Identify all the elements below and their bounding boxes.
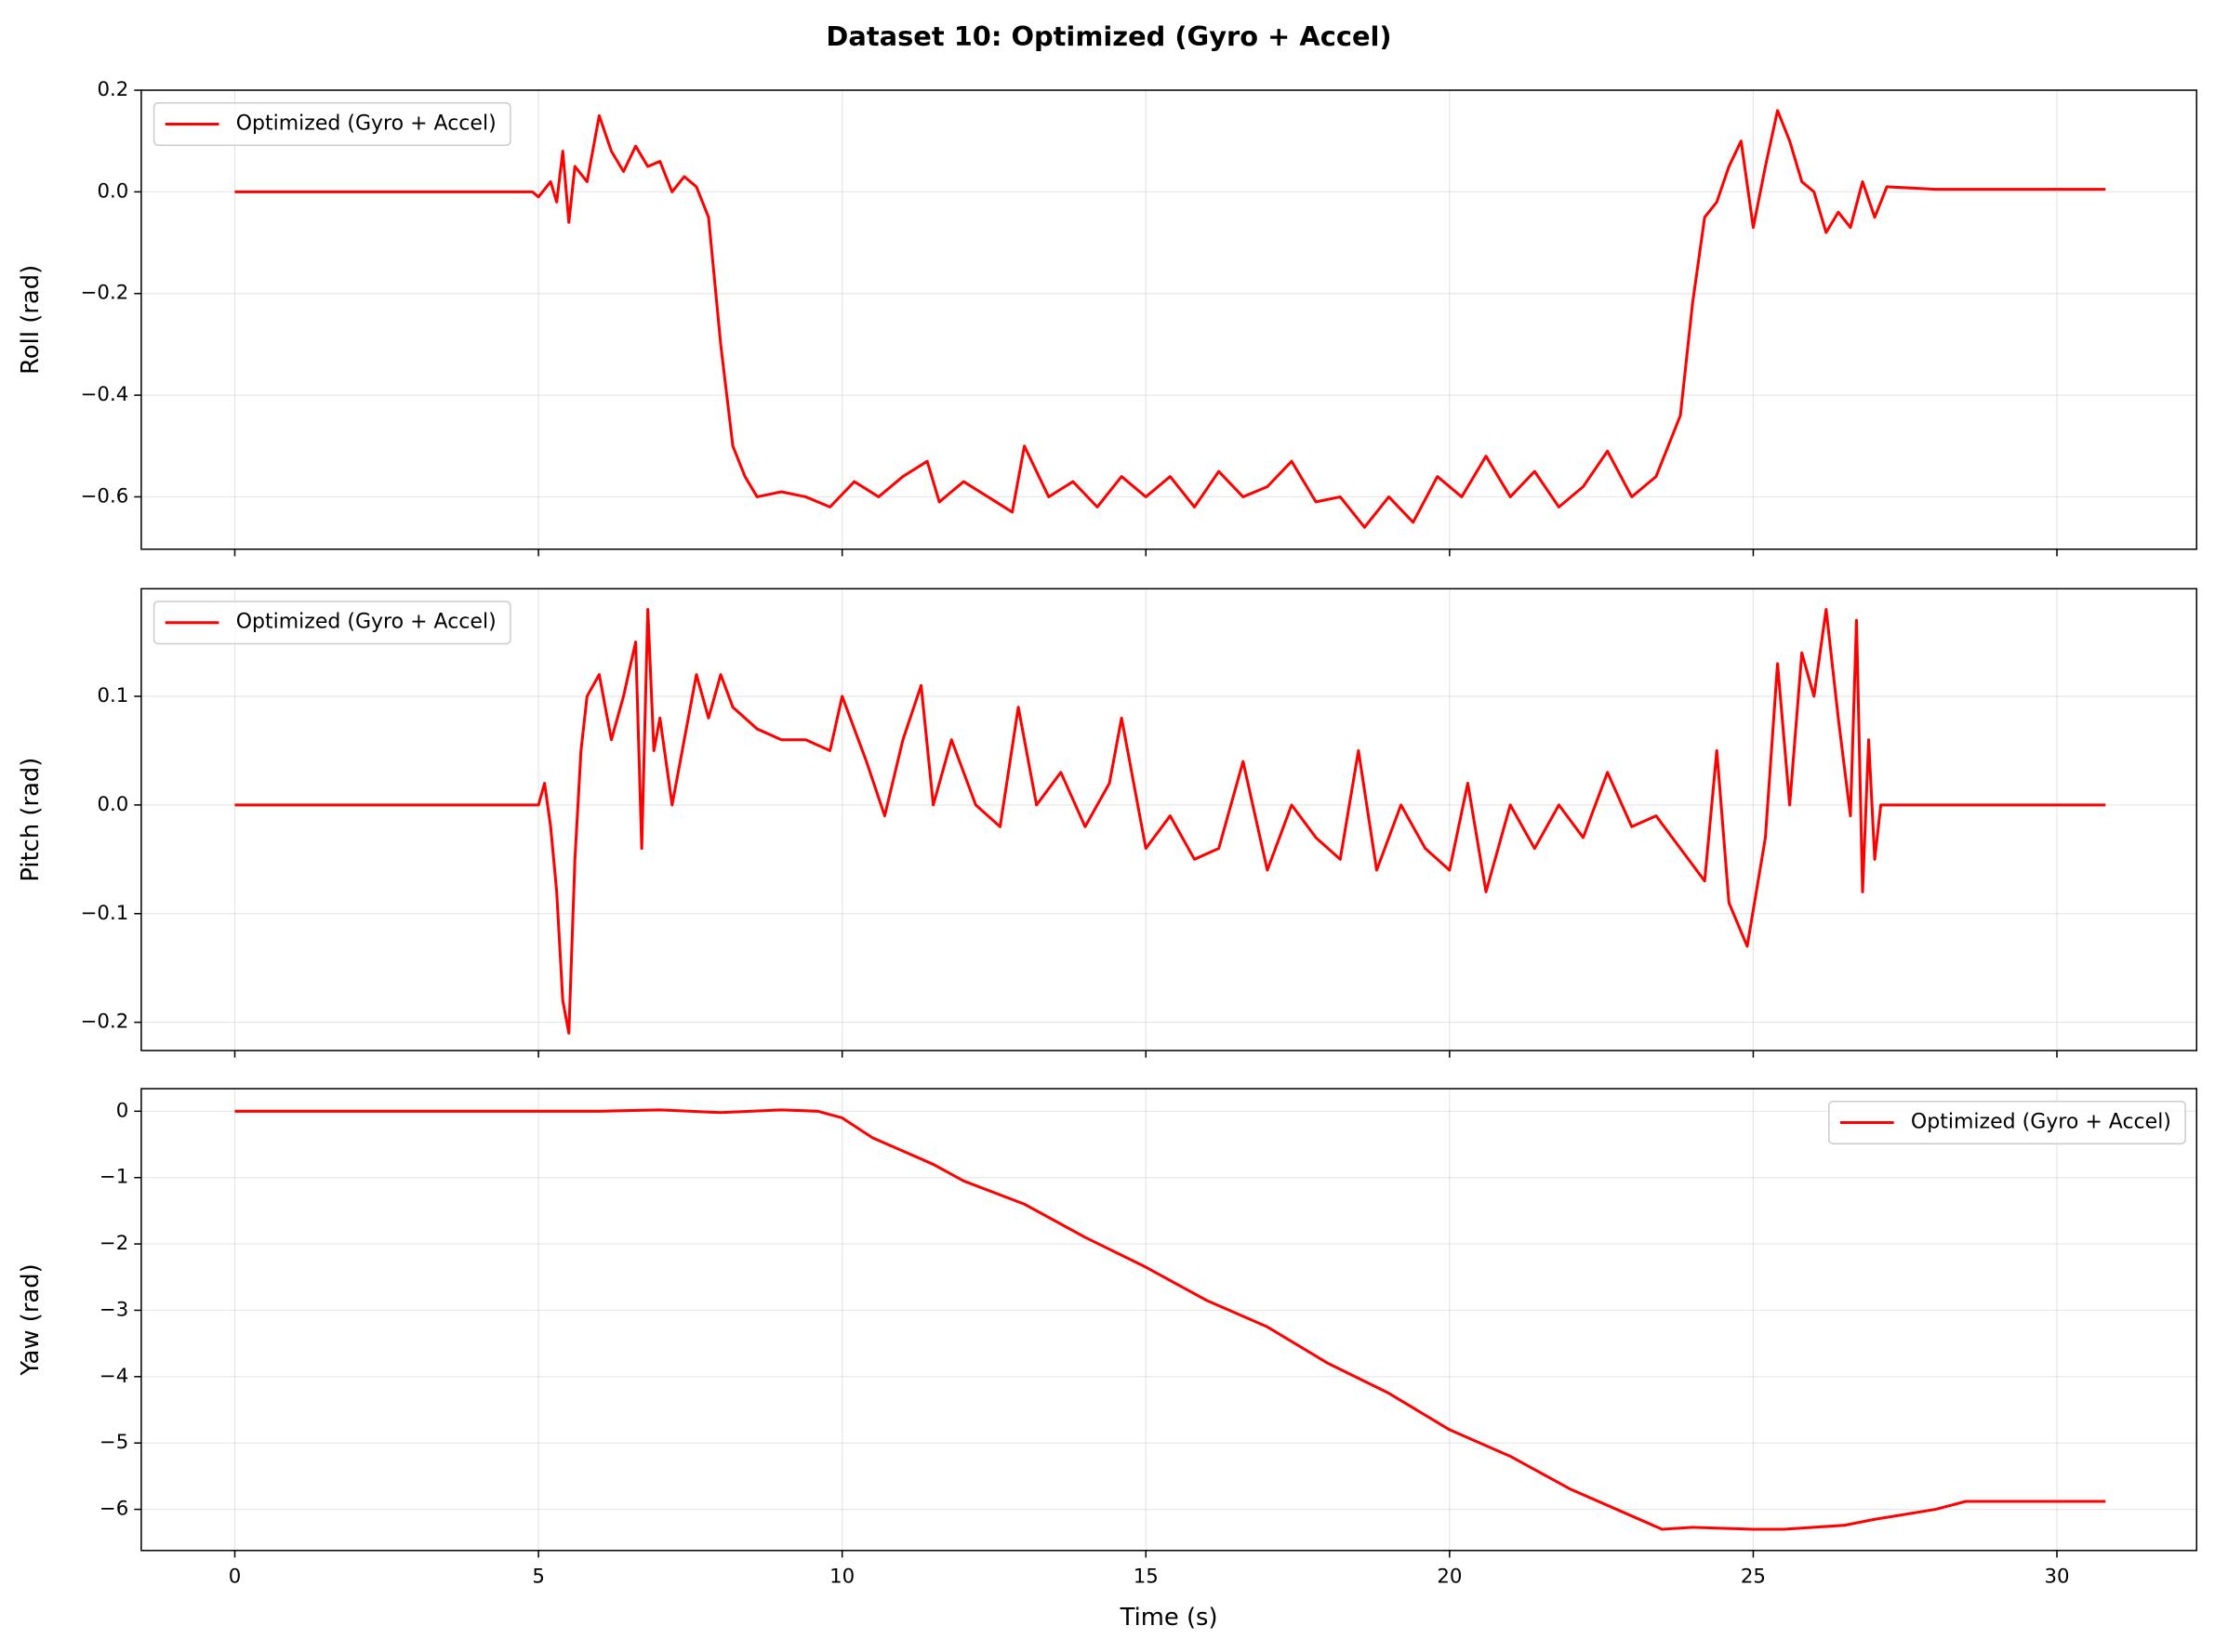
legend: Optimized (Gyro + Accel) xyxy=(153,601,511,645)
x-tick-label: 25 xyxy=(1741,1566,1766,1589)
data-line xyxy=(234,109,2106,529)
legend-box xyxy=(153,601,511,645)
x-tick-label: 30 xyxy=(2044,1566,2069,1589)
y-axis-label: Yaw (rad) xyxy=(17,1263,45,1376)
plot-area xyxy=(234,1108,2106,1531)
y-tick-label: 0.0 xyxy=(97,793,128,816)
y-tick-label: −3 xyxy=(99,1298,128,1321)
data-line xyxy=(234,1108,2106,1531)
plot-area xyxy=(234,109,2106,529)
y-tick-label: 0.2 xyxy=(97,78,128,101)
y-tick-label: −4 xyxy=(99,1365,128,1388)
y-tick-label: −2 xyxy=(99,1232,128,1255)
legend-label: Optimized (Gyro + Accel) xyxy=(236,112,497,135)
axes-frame xyxy=(140,1088,2198,1552)
legend-label: Optimized (Gyro + Accel) xyxy=(1911,1111,2171,1134)
legend: Optimized (Gyro + Accel) xyxy=(1828,1100,2186,1145)
y-tick-label: −0.2 xyxy=(81,282,129,305)
y-tick-label: −5 xyxy=(99,1431,128,1454)
plot-area xyxy=(234,607,2106,1035)
x-tick-label: 15 xyxy=(1134,1566,1159,1589)
legend: Optimized (Gyro + Accel) xyxy=(153,101,511,147)
subplot: 0 5 10 15 20 25 30 −6 −5 −4 −3 −2 −1 0 Yaw (rad) Time (… xyxy=(17,1088,2198,1632)
y-tick-label: 0.0 xyxy=(97,179,128,203)
x-axis-label: Time (s) xyxy=(1120,1604,1218,1632)
y-tick-label: −0.1 xyxy=(81,902,129,925)
axes-frame xyxy=(140,89,2198,550)
legend-label: Optimized (Gyro + Accel) xyxy=(236,611,497,634)
legend-box xyxy=(153,101,511,147)
y-tick-label: 0 xyxy=(116,1099,129,1122)
y-tick-label: −0.6 xyxy=(81,484,129,508)
x-tick-label: 0 xyxy=(229,1566,242,1589)
y-tick-label: −0.2 xyxy=(81,1011,129,1034)
x-tick-label: 10 xyxy=(829,1566,855,1589)
legend-box xyxy=(1828,1100,2186,1145)
y-axis-label: Pitch (rad) xyxy=(17,758,45,882)
y-tick-label: −1 xyxy=(99,1166,128,1189)
y-axis-label: Roll (rad) xyxy=(17,265,45,375)
subplot: −0.2 −0.1 0.0 0.1 Pitch (rad) Optimized (Gyro… xyxy=(17,588,2198,1058)
x-tick-label: 5 xyxy=(532,1566,545,1589)
x-tick-label: 20 xyxy=(1437,1566,1462,1589)
y-tick-label: −0.4 xyxy=(81,383,129,406)
y-tick-label: −6 xyxy=(99,1498,128,1521)
figure-title: Dataset 10: Optimized (Gyro + Accel) xyxy=(826,20,1391,52)
y-tick-label: 0.1 xyxy=(97,684,128,707)
subplot: −0.6 −0.4 −0.2 0.0 0.2 Roll (rad) Optimized (G… xyxy=(17,78,2198,557)
axes-frame xyxy=(140,588,2198,1051)
data-line xyxy=(234,607,2106,1035)
